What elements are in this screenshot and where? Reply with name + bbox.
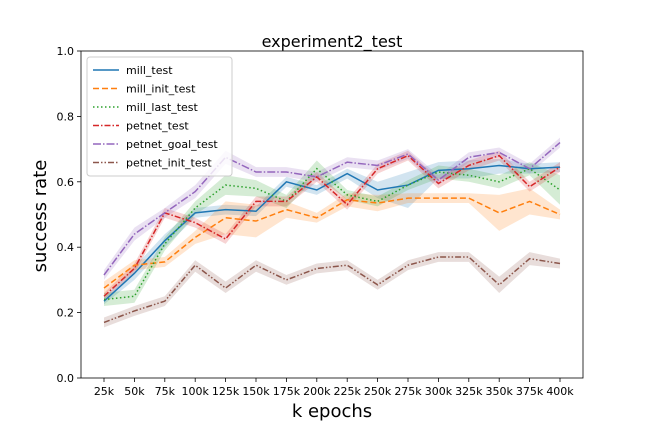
y-tick-label: 0.2 [57, 307, 75, 320]
x-tick-label: 375k [516, 385, 544, 398]
x-tick-label: 275k [394, 385, 422, 398]
y-tick-label: 1.0 [57, 45, 75, 58]
legend-label: mill_last_test [126, 101, 199, 114]
band-mill_test [104, 158, 560, 305]
series-line-petnet_goal_test [103, 141, 561, 276]
legend-label: petnet_test [126, 120, 189, 133]
confidence-bands [104, 137, 560, 328]
band-mill_last_test [104, 160, 560, 307]
y-tick-label: 0.4 [57, 241, 75, 254]
series-line-mill_init_test [103, 197, 561, 289]
legend-label: petnet_init_test [126, 157, 212, 170]
band-mill_init_test [104, 188, 560, 295]
axes: 0.0 0.2 0.4 0.6 0.8 1.0 25k 50k 75k 100k 125k 150k 1… [57, 45, 584, 398]
y-tick-label: 0.6 [57, 176, 75, 189]
x-tick-label: 300k [425, 385, 453, 398]
y-tick-label: 0.8 [57, 110, 75, 123]
series-line-petnet_test [103, 154, 561, 297]
x-tick-label: 225k [334, 385, 362, 398]
legend-label: mill_test [126, 64, 173, 77]
x-tick-label: 150k [242, 385, 270, 398]
series-line-mill_last_test [103, 167, 561, 301]
x-tick-label: 325k [455, 385, 483, 398]
x-tick-label: 100k [182, 385, 210, 398]
series-line-petnet_init_test [103, 256, 561, 324]
y-axis-label: success rate [30, 160, 51, 273]
x-tick-label: 125k [212, 385, 240, 398]
x-tick-label: 75k [155, 385, 176, 398]
legend-box [86, 56, 233, 177]
x-tick-label: 50k [124, 385, 145, 398]
x-tick-label: 25k [94, 385, 115, 398]
legend-label: petnet_goal_test [126, 138, 218, 151]
x-axis-label: k epochs [292, 401, 372, 422]
chart-title: experiment2_test [262, 32, 403, 52]
series-lines [103, 141, 561, 324]
x-tick-label: 350k [486, 385, 514, 398]
band-petnet_init_test [104, 252, 560, 328]
legend-label: mill_init_test [126, 83, 196, 96]
band-petnet_test [104, 150, 560, 300]
x-tick-label: 250k [364, 385, 392, 398]
x-tick-label: 200k [303, 385, 331, 398]
plot-frame [80, 50, 584, 379]
band-petnet_goal_test [104, 137, 560, 280]
legend: mill_test mill_init_test mill_last_testpet… [86, 56, 233, 177]
x-tick-label: 400k [546, 385, 574, 398]
y-tick-label: 0.0 [57, 372, 75, 385]
x-tick-label: 175k [273, 385, 301, 398]
